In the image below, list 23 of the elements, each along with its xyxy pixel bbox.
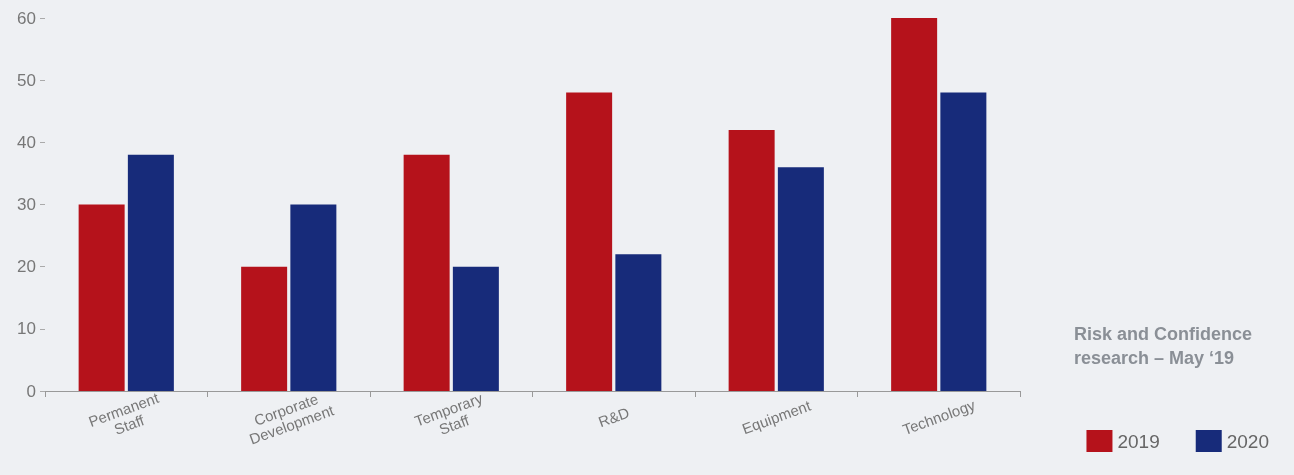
bar [241, 266, 288, 391]
y-tick-label: 60 [17, 8, 36, 28]
y-tick-label: 40 [17, 132, 36, 152]
legend-label: 2019 [1117, 430, 1160, 452]
text: Risk and Confidence research – May ‘19 [1074, 324, 1258, 368]
bar [891, 18, 938, 391]
bar [78, 204, 125, 391]
legend-label: 2020 [1226, 430, 1270, 452]
bar [403, 154, 450, 391]
y-tick-label: 0 [26, 381, 36, 401]
bar [728, 129, 775, 391]
bar [566, 92, 613, 391]
bar [615, 254, 662, 391]
bar [940, 92, 987, 391]
bar [452, 266, 499, 391]
bar [777, 167, 824, 391]
bar [290, 204, 337, 391]
y-tick-label: 30 [17, 195, 36, 214]
y-tick-label: 10 [17, 319, 36, 339]
y-tick-label: 20 [17, 257, 36, 277]
x-tick-label: R&D [595, 403, 632, 431]
y-tick-label: 50 [17, 70, 36, 90]
bar [127, 154, 174, 391]
